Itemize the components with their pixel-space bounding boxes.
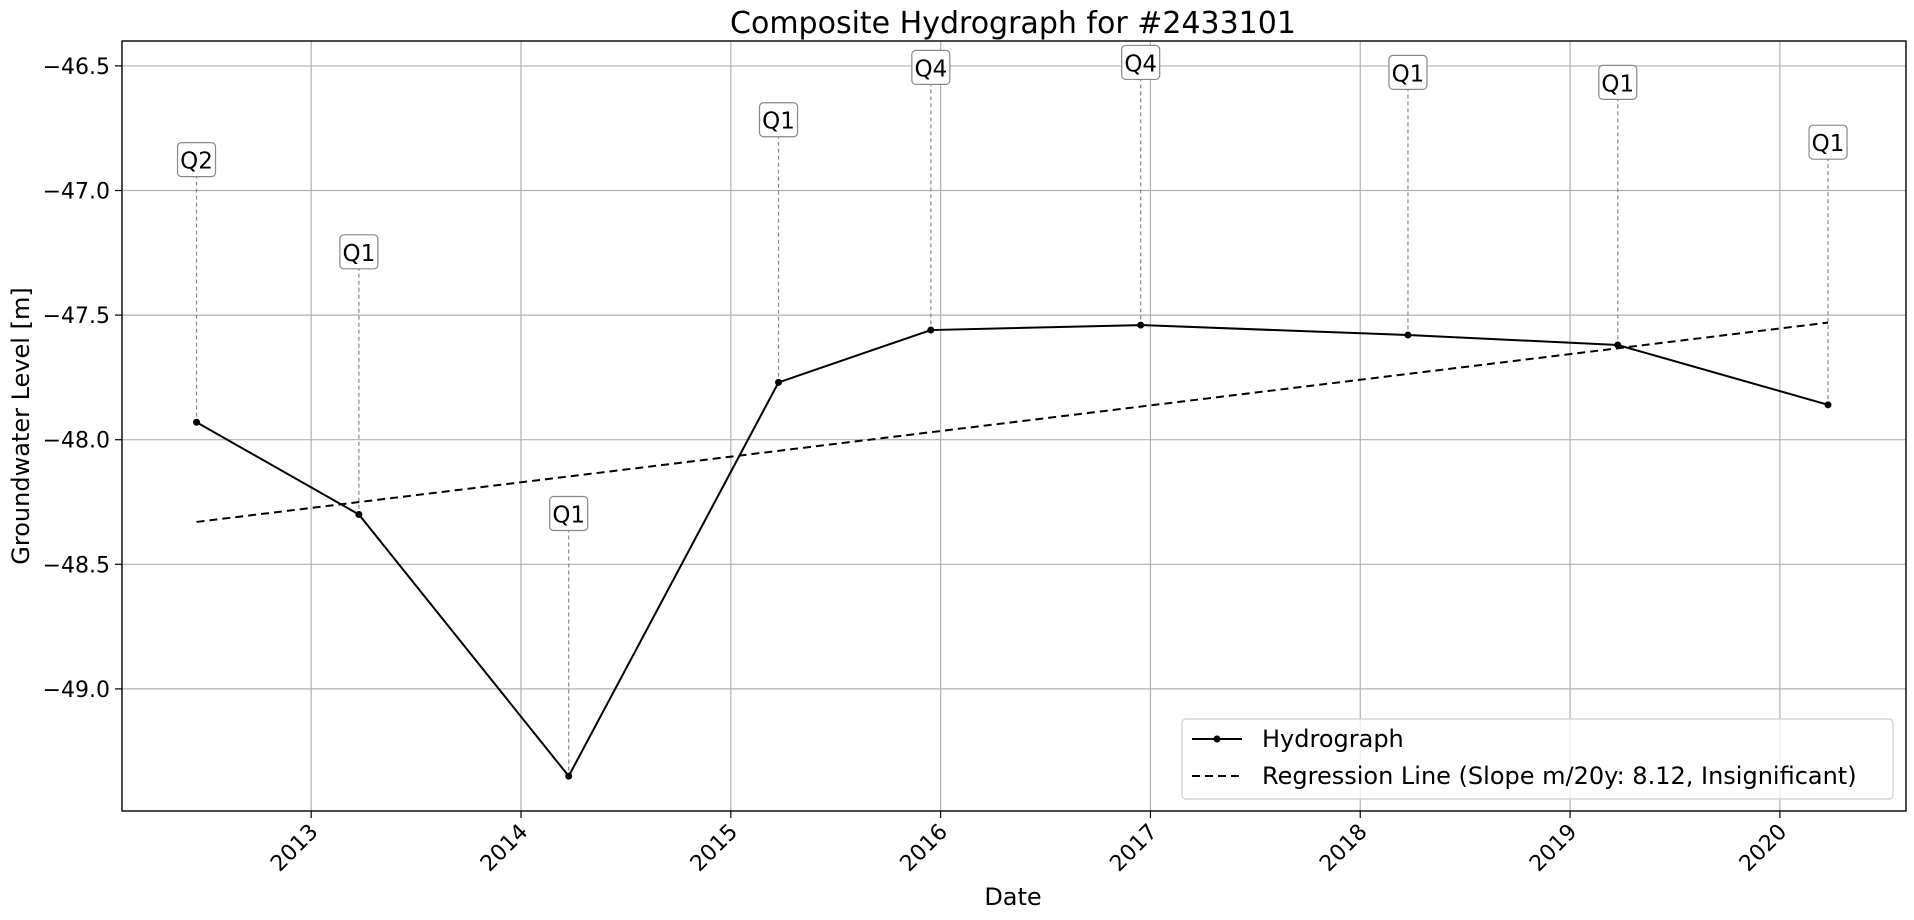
quarter-label: Q1 [1598,64,1638,100]
regression-line [196,321,1829,523]
quarter-label-text: Q2 [180,149,213,175]
hydrograph-line [196,324,1829,778]
quarter-label-box [176,142,217,178]
y-tick-label: −49.0 [43,678,110,703]
legend-hydrograph-marker [1213,735,1221,743]
series-layer [193,321,1832,780]
y-tick-layer: −46.5 −47.0 −47.5 −48.0 −48.5 −49.0 [43,55,122,703]
y-axis-label: Groundwater Level [m] [7,287,35,564]
quarter-label-text: Q4 [914,56,947,82]
quarter-label-text: Q1 [1812,131,1845,157]
x-tick-label: 2020 [1735,820,1792,877]
hydrograph-point [927,326,935,334]
quarter-label-box [1598,64,1638,100]
quarter-label: Q4 [911,49,951,86]
quarter-label-layer: Q2 Q1 Q1 Q1 Q4 Q4 Q1 Q1 Q1 [176,44,1848,532]
quarter-label-box [758,102,799,138]
y-tick-label: −47.0 [43,180,110,205]
quarter-label-box [1808,124,1848,160]
legend: Hydrograph Regression Line (Slope m/20y:… [1181,718,1894,800]
quarter-label: Q2 [176,142,217,178]
x-tick-label: 2017 [1105,820,1162,877]
plot-frame [121,40,1907,812]
quarter-label-text: Q1 [552,502,585,528]
hydrograph-point [1404,331,1412,339]
x-tick-label: 2015 [686,820,743,877]
quarter-label-box [339,234,379,270]
x-axis-label: Date [984,883,1041,911]
quarter-label-box [911,49,951,86]
hydrograph-point [1824,401,1832,409]
legend-regression-label: Regression Line (Slope m/20y: 8.12, Insi… [1262,762,1857,790]
hydrograph-point [1137,321,1145,329]
legend-box [1181,718,1894,800]
hydrograph-point [775,378,783,386]
grid-layer [122,41,1906,811]
quarter-label-text: Q1 [343,241,376,267]
quarter-label-text: Q1 [1601,71,1634,97]
y-tick-label: −48.5 [43,553,110,578]
quarter-label-box [1388,54,1428,90]
quarter-label-box [549,495,589,532]
x-tick-label: 2013 [266,820,323,877]
y-tick-label: −47.5 [43,304,110,329]
quarter-label: Q1 [758,102,799,138]
y-tick-label: −48.0 [43,429,110,454]
quarter-label-text: Q1 [1392,61,1425,87]
x-tick-label: 2014 [476,820,533,877]
hydrograph-point [565,772,573,780]
y-tick-label: −46.5 [43,55,110,80]
quarter-label-text: Q1 [762,109,795,135]
hydrograph-point [193,418,201,426]
hydrograph-point [355,510,363,518]
annotation-stem-layer [195,63,1829,777]
quarter-label: Q1 [339,234,379,270]
quarter-label: Q1 [1388,54,1428,90]
legend-hydrograph-label: Hydrograph [1262,725,1404,753]
x-tick-label: 2019 [1525,820,1582,877]
quarter-label-box [1121,44,1161,81]
x-tick-layer: 2013 2014 2015 2016 2017 2018 2019 2020 [266,811,1792,877]
quarter-label: Q1 [1808,124,1848,160]
x-tick-label: 2018 [1315,820,1372,877]
x-tick-label: 2016 [896,820,953,877]
quarter-label: Q4 [1121,44,1161,81]
quarter-label: Q1 [549,495,589,532]
hydrograph-point [1614,341,1622,349]
quarter-label-text: Q4 [1124,51,1157,77]
chart-title: Composite Hydrograph for #2433101 [730,6,1296,41]
